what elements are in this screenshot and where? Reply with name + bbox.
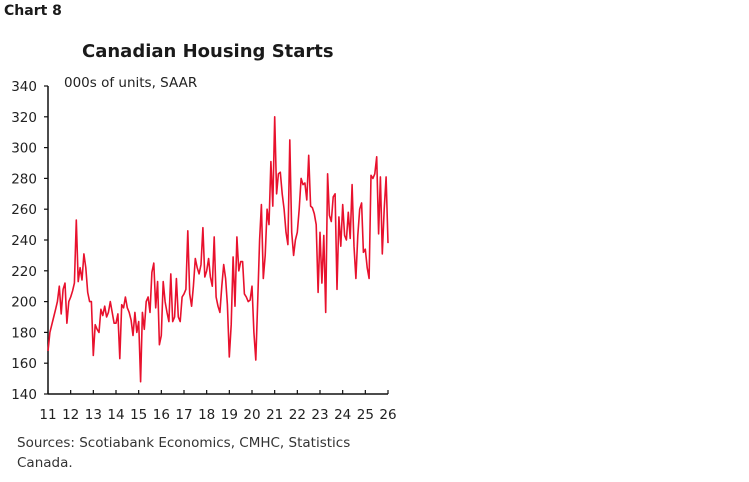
x-tick-label: 25 [357,407,374,423]
y-tick-label: 340 [11,79,37,95]
x-tick-label: 12 [62,407,79,423]
y-tick-label: 180 [11,325,37,341]
series-layer [47,116,389,383]
y-tick-label: 260 [11,202,37,218]
y-tick-label: 240 [11,233,37,249]
x-tick-label: 21 [266,407,283,423]
axes: 140 160 180 200 220 240 260 280 300 320 340 11 12 13 1… [11,79,396,423]
chart-title: Canadian Housing Starts [82,41,334,62]
x-tick-label: 16 [153,407,170,423]
y-tick-label: 280 [11,171,37,187]
x-tick-label: 24 [334,407,351,423]
sources-note: Sources: Scotiabank Economics, CMHC, Sta… [17,435,351,471]
x-tick-label: 15 [130,407,147,423]
y-tick-label: 320 [11,110,37,126]
x-tick-label: 13 [85,407,102,423]
x-tick-label: 11 [39,407,56,423]
x-tick-label: 14 [107,407,124,423]
y-tick-label: 140 [11,387,37,403]
y-tick-label: 220 [11,264,37,280]
y-tick-label: 300 [11,141,37,157]
x-tick-label: 17 [175,407,192,423]
x-tick-label: 18 [198,407,215,423]
y-tick-label: 160 [11,356,37,372]
x-tick-label: 20 [243,407,260,423]
y-axis-unit-label: 000s of units, SAAR [64,75,198,91]
chart-number-label: Chart 8 [4,3,62,19]
x-tick-label: 23 [311,407,328,423]
y-tick-label: 200 [11,295,37,311]
x-tick-label: 19 [221,407,238,423]
x-tick-label: 26 [379,407,396,423]
x-tick-label: 22 [289,407,306,423]
housing-starts-line [47,116,389,383]
